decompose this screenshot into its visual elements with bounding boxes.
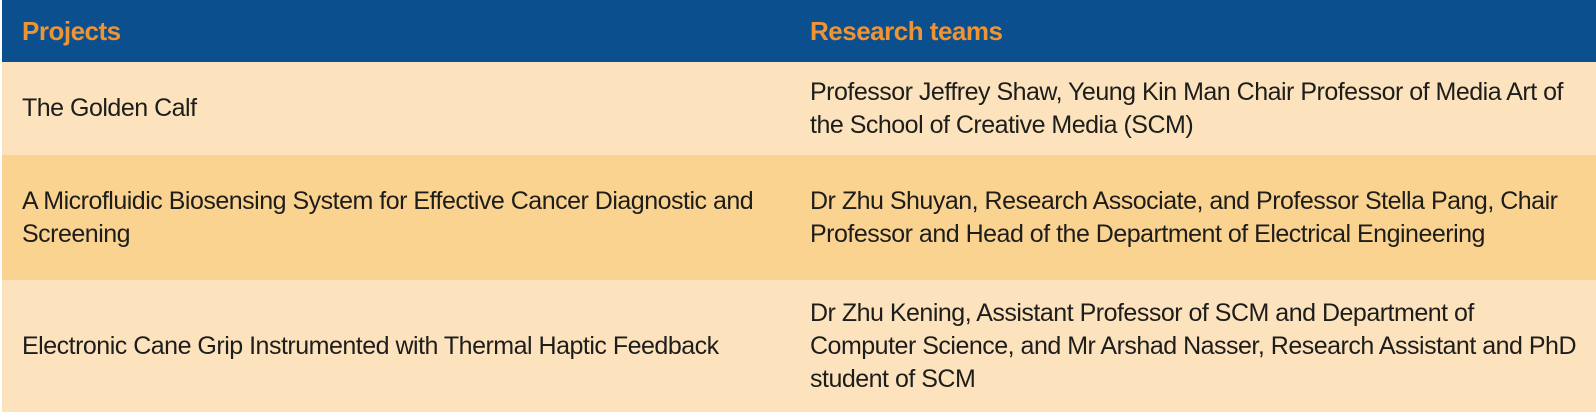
project-cell: The Golden Calf [2, 62, 790, 155]
project-cell: Electronic Cane Grip Instrumented with T… [2, 280, 790, 412]
table-row: A Microfluidic Biosensing System for Eff… [2, 155, 1596, 280]
team-cell: Dr Zhu Kening, Assistant Professor of SC… [790, 280, 1596, 412]
table-row: Electronic Cane Grip Instrumented with T… [2, 280, 1596, 412]
project-cell: A Microfluidic Biosensing System for Eff… [2, 155, 790, 280]
header-cell-projects: Projects [2, 0, 790, 62]
header-cell-research-teams: Research teams [790, 0, 1596, 62]
team-cell: Professor Jeffrey Shaw, Yeung Kin Man Ch… [790, 62, 1596, 155]
table-row: The Golden Calf Professor Jeffrey Shaw, … [2, 62, 1596, 155]
table-header-row: Projects Research teams [2, 0, 1596, 62]
team-cell: Dr Zhu Shuyan, Research Associate, and P… [790, 155, 1596, 280]
